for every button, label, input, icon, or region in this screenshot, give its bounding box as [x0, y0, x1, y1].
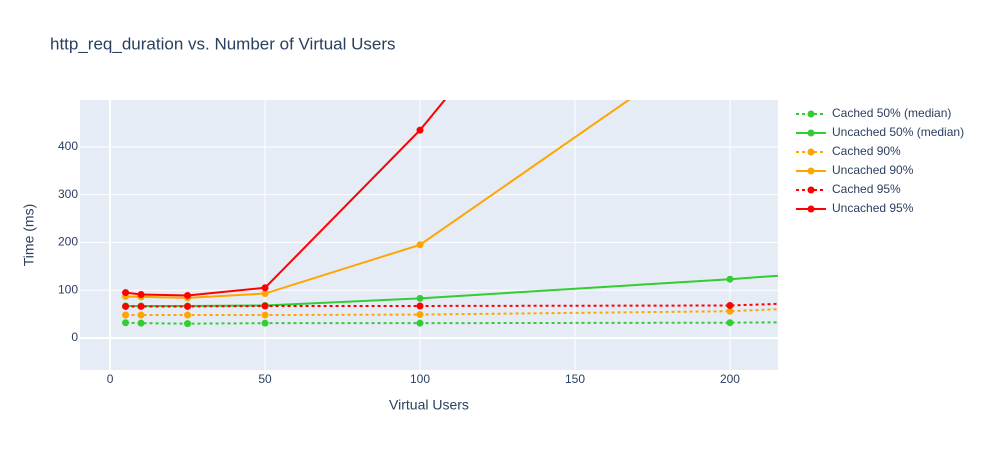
point	[261, 319, 269, 327]
y-tick-label: 0	[71, 330, 78, 344]
point	[137, 311, 145, 319]
legend-marker	[807, 167, 815, 175]
legend-label: Uncached 50% (median)	[832, 125, 964, 139]
x-tick-label: 0	[107, 372, 114, 386]
legend-marker	[807, 205, 815, 213]
legend-marker	[807, 186, 815, 194]
point	[184, 311, 192, 319]
legend-label: Cached 95%	[832, 182, 901, 196]
y-tick-label: 400	[58, 139, 78, 153]
y-tick-label: 200	[58, 235, 78, 249]
point	[122, 302, 130, 310]
point	[416, 294, 424, 302]
point	[122, 311, 130, 319]
point	[261, 290, 269, 298]
point	[416, 241, 424, 249]
x-tick-label: 150	[565, 372, 585, 386]
point	[726, 26, 733, 33]
x-tick-label: 100	[410, 372, 430, 386]
point	[416, 319, 424, 327]
legend-marker	[807, 110, 815, 118]
point	[184, 291, 192, 299]
y-tick-label: 300	[58, 187, 78, 201]
point	[726, 319, 734, 327]
point	[137, 302, 145, 310]
point	[416, 126, 424, 134]
point	[184, 320, 192, 328]
point	[122, 289, 130, 297]
point	[122, 319, 130, 327]
x-tick-label: 200	[720, 372, 740, 386]
legend-label: Cached 50% (median)	[832, 106, 951, 120]
plot-area	[80, 100, 778, 370]
legend-marker	[807, 148, 815, 156]
point	[137, 290, 145, 298]
legend-marker	[807, 129, 815, 137]
legend-label: Cached 90%	[832, 144, 901, 158]
point	[416, 302, 424, 310]
x-tick-label: 50	[258, 372, 272, 386]
chart-title: http_req_duration vs. Number of Virtual …	[50, 34, 396, 53]
point	[184, 302, 192, 310]
y-axis-title: Time (ms)	[21, 204, 37, 266]
point	[261, 302, 269, 310]
x-axis-title: Virtual Users	[389, 397, 469, 413]
point	[726, 275, 734, 283]
point	[726, 301, 734, 309]
legend-label: Uncached 90%	[832, 163, 914, 177]
point	[416, 311, 424, 319]
point	[261, 284, 269, 292]
point	[261, 311, 269, 319]
point	[726, 307, 734, 315]
legend-label: Uncached 95%	[832, 201, 914, 215]
point	[137, 319, 145, 327]
y-tick-label: 100	[58, 282, 78, 296]
